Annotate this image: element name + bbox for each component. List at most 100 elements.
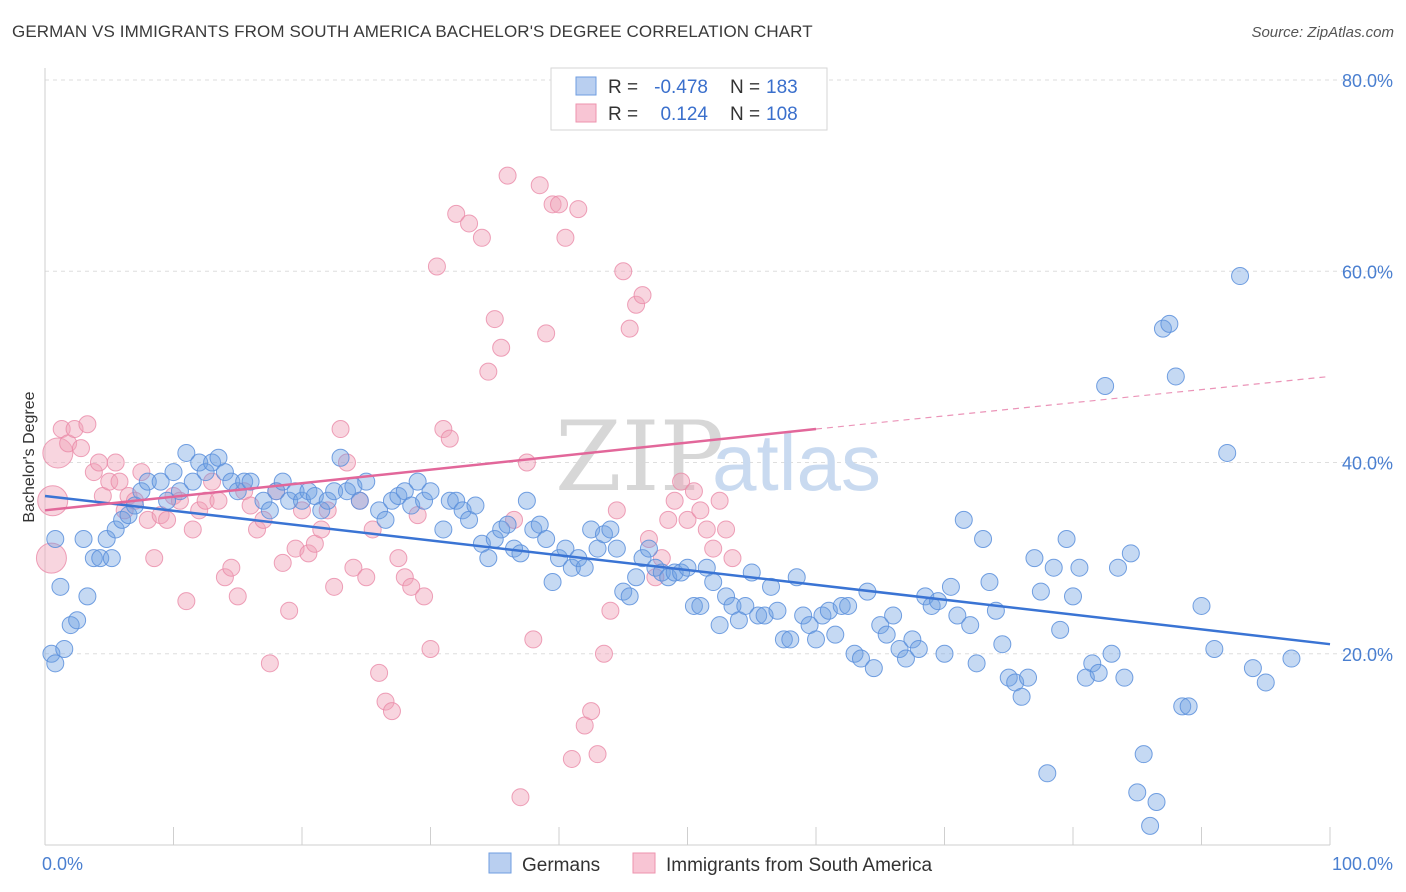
point-immigrants — [402, 577, 421, 596]
point-immigrants — [42, 437, 74, 469]
point-germans — [736, 596, 755, 615]
point-immigrants — [562, 749, 581, 768]
chart-title: GERMAN VS IMMIGRANTS FROM SOUTH AMERICA … — [12, 22, 813, 41]
point-germans — [318, 491, 337, 510]
point-germans — [871, 616, 890, 635]
legend-n-value-1: 183 — [766, 77, 798, 98]
point-germans — [948, 606, 967, 625]
point-germans — [929, 592, 948, 611]
bottom-legend-swatch-germans — [488, 852, 512, 874]
point-germans — [839, 596, 858, 615]
point-germans — [1089, 663, 1108, 682]
point-germans — [447, 491, 466, 510]
point-germans — [762, 577, 781, 596]
y-tick-label: 20.0% — [1342, 645, 1393, 665]
point-germans — [151, 472, 170, 491]
point-immigrants — [569, 200, 588, 219]
x-tick-labels: 0.0% 100.0% — [42, 854, 1393, 874]
point-immigrants — [601, 601, 620, 620]
legend-r-label-1: R = — [608, 77, 638, 98]
point-germans — [1160, 314, 1179, 333]
point-germans — [78, 587, 97, 606]
point-germans — [864, 659, 883, 678]
point-immigrants — [203, 472, 222, 491]
bottom-legend-swatch-immigrants — [632, 852, 656, 874]
point-germans — [1083, 654, 1102, 673]
point-germans — [1012, 687, 1031, 706]
point-germans — [1128, 783, 1147, 802]
point-germans — [1282, 649, 1301, 668]
point-immigrants — [594, 644, 613, 663]
point-germans — [370, 501, 389, 520]
point-germans — [1134, 745, 1153, 764]
point-germans — [1141, 816, 1160, 835]
point-germans — [254, 491, 273, 510]
point-germans — [350, 491, 369, 510]
point-immigrants — [492, 338, 511, 357]
point-germans — [832, 596, 851, 615]
point-immigrants — [106, 453, 125, 472]
point-germans — [68, 611, 87, 630]
point-immigrants — [530, 176, 549, 195]
point-immigrants — [228, 587, 247, 606]
point-germans — [1025, 549, 1044, 568]
point-immigrants — [434, 420, 453, 439]
point-immigrants — [498, 166, 517, 185]
point-germans — [1051, 620, 1070, 639]
point-germans — [376, 510, 395, 529]
point-germans — [479, 549, 498, 568]
point-germans — [851, 649, 870, 668]
point-immigrants — [37, 485, 69, 517]
point-germans — [1115, 668, 1134, 687]
point-germans — [781, 630, 800, 649]
point-germans — [415, 491, 434, 510]
point-germans — [1173, 697, 1192, 716]
point-germans — [896, 649, 915, 668]
point-germans — [196, 463, 215, 482]
point-germans — [1057, 530, 1076, 548]
point-germans — [967, 654, 986, 673]
point-germans — [1038, 764, 1057, 783]
point-immigrants — [697, 520, 716, 539]
point-immigrants — [550, 195, 568, 214]
point-immigrants — [537, 324, 556, 343]
point-germans — [961, 616, 980, 635]
point-immigrants — [145, 549, 164, 568]
point-immigrants — [543, 195, 562, 214]
point-germans — [102, 549, 121, 568]
point-germans — [1166, 367, 1185, 386]
point-germans — [807, 630, 825, 649]
point-germans — [215, 463, 234, 482]
point-immigrants — [260, 654, 279, 673]
x-tick-label-start: 0.0% — [42, 854, 83, 874]
trend-line-immigrants-extension — [815, 375, 1331, 430]
bottom-legend-immigrants: Immigrants from South America — [666, 855, 933, 876]
point-germans — [55, 639, 74, 658]
point-germans — [537, 530, 556, 548]
point-germans — [607, 539, 626, 558]
grid-lines — [45, 79, 1392, 655]
source-label: Source: ZipAtlas.com — [1251, 24, 1394, 41]
point-germans — [1096, 377, 1115, 395]
x-tick-label-end: 100.0% — [1332, 854, 1393, 874]
point-immigrants — [84, 463, 103, 482]
point-immigrants — [659, 510, 678, 529]
point-immigrants — [71, 439, 90, 458]
point-germans — [260, 501, 279, 520]
point-immigrants — [691, 501, 710, 520]
legend-swatch-pink — [575, 103, 597, 123]
point-immigrants — [479, 362, 498, 381]
point-germans — [749, 606, 768, 625]
point-immigrants — [517, 453, 536, 472]
point-germans — [280, 491, 299, 510]
point-immigrants — [158, 510, 177, 529]
point-germans — [954, 510, 973, 529]
point-germans — [710, 616, 729, 635]
point-immigrants — [633, 286, 652, 305]
point-germans — [684, 596, 703, 615]
point-germans — [1064, 587, 1082, 606]
y-tick-label: 40.0% — [1342, 454, 1393, 474]
point-germans — [639, 539, 658, 558]
point-immigrants — [370, 663, 389, 682]
